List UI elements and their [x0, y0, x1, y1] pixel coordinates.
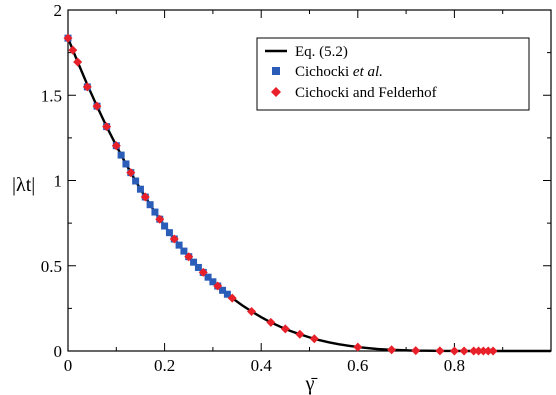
tick-labels: 0 0.2 0.4 0.6 0.8 0 0.5 1 1.5 2 — [41, 1, 465, 375]
data-point-cichocki-et-al — [175, 241, 183, 249]
data-point-felderhof — [102, 122, 112, 132]
data-point-felderhof — [478, 346, 488, 356]
data-point-cichocki-et-al — [223, 290, 231, 298]
data-point-felderhof — [387, 345, 397, 355]
data-point-felderhof — [169, 234, 179, 244]
y-tick-label: 0.5 — [41, 257, 62, 276]
data-point-cichocki-et-al — [146, 201, 154, 209]
legend: Eq. (5.2) Cichocki et al. Cichocki and F… — [256, 37, 530, 111]
data-point-felderhof — [213, 281, 223, 291]
x-tick-label: 0 — [64, 356, 73, 375]
data-point-felderhof — [266, 317, 276, 327]
data-point-felderhof — [435, 346, 445, 356]
x-tick-label: 0.4 — [251, 356, 273, 375]
y-tick-label: 1 — [54, 172, 63, 191]
data-point-felderhof — [488, 346, 498, 356]
data-point-felderhof — [247, 306, 257, 316]
data-point-felderhof — [92, 101, 102, 111]
y-axis-label: |λt| — [12, 174, 35, 196]
y-tick-label: 2 — [54, 1, 63, 20]
y-tick-label: 0 — [54, 342, 63, 361]
data-point-felderhof — [295, 329, 305, 339]
legend-box — [256, 37, 530, 111]
data-point-cichocki-et-al — [132, 177, 140, 185]
data-point-felderhof — [111, 141, 121, 151]
data-point-felderhof — [140, 192, 150, 202]
legend-label-cichocki-et-al: Cichocki et al. — [295, 64, 383, 80]
data-point-felderhof — [483, 346, 493, 356]
data-point-cichocki-et-al — [204, 273, 212, 281]
data-point-cichocki-et-al — [209, 278, 217, 286]
data-point-cichocki-et-al — [136, 185, 144, 193]
data-point-felderhof — [73, 57, 83, 67]
data-point-felderhof — [198, 267, 208, 277]
data-point-cichocki-et-al — [161, 222, 169, 230]
x-axis-label: γ̄ — [305, 373, 319, 395]
data-point-cichocki-et-al — [122, 160, 130, 168]
data-point-felderhof — [353, 342, 363, 352]
data-point-felderhof — [68, 45, 78, 55]
data-point-cichocki-et-al — [165, 229, 173, 237]
data-point-felderhof — [469, 346, 479, 356]
legend-label-felderhof: Cichocki and Felderhof — [295, 85, 437, 101]
legend-label-et-al: et al. — [353, 64, 383, 80]
data-point-felderhof — [82, 82, 92, 92]
data-point-felderhof — [63, 33, 73, 43]
x-tick-label: 0.6 — [347, 356, 368, 375]
data-point-felderhof — [155, 214, 165, 224]
data-point-felderhof — [280, 324, 290, 334]
data-point-cichocki-et-al — [151, 208, 159, 216]
data-point-felderhof — [411, 346, 421, 356]
data-point-cichocki-et-al — [190, 258, 198, 266]
data-point-cichocki-et-al — [194, 263, 202, 271]
y-tick-label: 1.5 — [41, 86, 62, 105]
legend-diamond-swatch — [271, 87, 281, 97]
data-point-cichocki-et-al — [180, 247, 188, 255]
data-point-felderhof — [126, 168, 136, 178]
series-layer — [63, 33, 551, 356]
data-point-felderhof — [449, 346, 459, 356]
data-point-felderhof — [184, 252, 194, 262]
data-point-felderhof — [309, 334, 319, 344]
data-point-felderhof — [474, 346, 484, 356]
data-point-felderhof — [227, 293, 237, 303]
x-tick-label: 0.8 — [444, 356, 465, 375]
legend-label-eq: Eq. (5.2) — [295, 44, 348, 60]
data-point-felderhof — [459, 346, 469, 356]
legend-square-swatch — [272, 67, 280, 75]
data-point-cichocki-et-al — [219, 286, 227, 294]
data-point-cichocki-et-al — [117, 151, 125, 159]
x-tick-label: 0.2 — [154, 356, 175, 375]
legend-label-cichocki-prefix: Cichocki — [295, 64, 353, 80]
